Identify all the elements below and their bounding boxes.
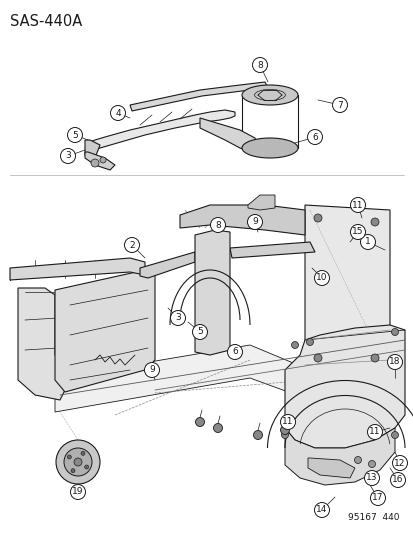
Circle shape	[389, 472, 404, 488]
Circle shape	[213, 424, 222, 432]
Circle shape	[70, 484, 85, 499]
Polygon shape	[304, 205, 389, 370]
Circle shape	[367, 424, 382, 440]
Polygon shape	[230, 242, 314, 258]
Text: 11: 11	[282, 417, 293, 426]
Circle shape	[391, 432, 398, 439]
Polygon shape	[180, 205, 304, 235]
Circle shape	[84, 465, 88, 469]
Circle shape	[195, 417, 204, 426]
Circle shape	[71, 469, 75, 473]
Circle shape	[370, 218, 378, 226]
Text: 95167  440: 95167 440	[348, 513, 399, 522]
Circle shape	[227, 344, 242, 359]
Text: 13: 13	[366, 473, 377, 482]
Circle shape	[110, 106, 125, 120]
Text: 6: 6	[311, 133, 317, 141]
Circle shape	[91, 159, 99, 167]
Circle shape	[280, 415, 295, 430]
Polygon shape	[140, 252, 195, 278]
Circle shape	[81, 451, 85, 455]
Text: 11: 11	[351, 200, 363, 209]
Circle shape	[124, 238, 139, 253]
Circle shape	[370, 490, 385, 505]
Circle shape	[350, 198, 365, 213]
Circle shape	[247, 214, 262, 230]
Text: 18: 18	[388, 358, 400, 367]
Circle shape	[253, 431, 262, 440]
Circle shape	[100, 157, 106, 163]
Circle shape	[280, 425, 289, 434]
Polygon shape	[55, 345, 309, 412]
Text: 3: 3	[175, 313, 180, 322]
Circle shape	[363, 471, 379, 486]
Circle shape	[368, 461, 375, 467]
Circle shape	[60, 149, 75, 164]
Polygon shape	[199, 118, 257, 152]
Text: 9: 9	[149, 366, 154, 375]
Circle shape	[170, 311, 185, 326]
Circle shape	[391, 328, 398, 335]
Text: 6: 6	[232, 348, 237, 357]
Text: 3: 3	[65, 151, 71, 160]
Circle shape	[291, 342, 298, 349]
Circle shape	[56, 440, 100, 484]
Circle shape	[210, 217, 225, 232]
Circle shape	[64, 448, 92, 476]
Text: 8: 8	[256, 61, 262, 69]
Circle shape	[281, 432, 288, 439]
Text: 14: 14	[316, 505, 327, 514]
Circle shape	[370, 354, 378, 362]
Circle shape	[67, 127, 82, 142]
Text: 12: 12	[393, 458, 405, 467]
Text: 5: 5	[72, 131, 78, 140]
Text: 11: 11	[368, 427, 380, 437]
Circle shape	[387, 354, 401, 369]
Circle shape	[74, 458, 82, 466]
Polygon shape	[85, 140, 100, 158]
Text: 4: 4	[115, 109, 121, 117]
Circle shape	[313, 214, 321, 222]
Circle shape	[252, 58, 267, 72]
Circle shape	[313, 354, 321, 362]
Text: 15: 15	[351, 228, 363, 237]
Polygon shape	[195, 230, 230, 355]
Text: 5: 5	[197, 327, 202, 336]
Text: 7: 7	[336, 101, 342, 109]
Text: 10: 10	[316, 273, 327, 282]
Text: 8: 8	[215, 221, 221, 230]
Circle shape	[392, 456, 406, 471]
Text: SAS-440A: SAS-440A	[10, 14, 82, 29]
Text: 16: 16	[391, 475, 403, 484]
Polygon shape	[10, 258, 145, 280]
Circle shape	[192, 325, 207, 340]
Text: 17: 17	[371, 494, 383, 503]
Ellipse shape	[242, 138, 297, 158]
Polygon shape	[55, 270, 154, 392]
Polygon shape	[307, 458, 354, 478]
Circle shape	[307, 130, 322, 144]
Text: 1: 1	[364, 238, 370, 246]
Circle shape	[144, 362, 159, 377]
Circle shape	[360, 235, 375, 249]
Polygon shape	[284, 325, 404, 448]
Ellipse shape	[242, 85, 297, 105]
Circle shape	[350, 224, 365, 239]
Circle shape	[314, 271, 329, 286]
Polygon shape	[85, 152, 115, 170]
Text: 9: 9	[252, 217, 257, 227]
Circle shape	[314, 503, 329, 518]
Polygon shape	[247, 195, 274, 210]
Text: 19: 19	[72, 488, 83, 497]
Circle shape	[354, 456, 361, 464]
Text: 2: 2	[129, 240, 135, 249]
Polygon shape	[130, 82, 267, 111]
Polygon shape	[85, 110, 235, 150]
Circle shape	[332, 98, 347, 112]
Polygon shape	[18, 288, 65, 400]
Polygon shape	[284, 428, 394, 485]
Circle shape	[306, 338, 313, 345]
Circle shape	[67, 455, 71, 459]
